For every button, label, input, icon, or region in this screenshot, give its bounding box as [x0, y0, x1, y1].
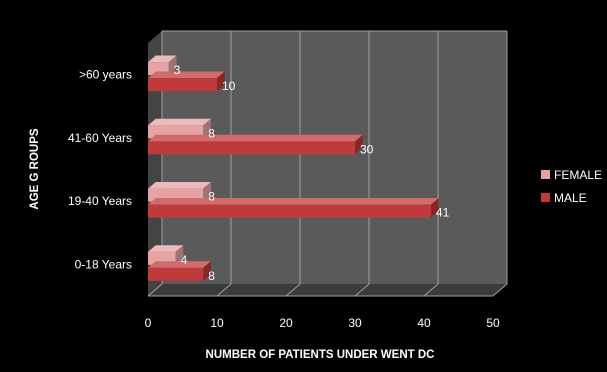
bar-female-top [148, 55, 177, 63]
plot-side-wall [148, 31, 162, 296]
data-label: 41 [436, 206, 450, 220]
floor-gridline [423, 283, 439, 297]
bar-male [148, 141, 355, 155]
legend: FEMALE MALE [541, 168, 602, 205]
y-tick-label: >60 years [79, 68, 132, 82]
bar-female-top [148, 182, 211, 189]
bars [148, 55, 439, 281]
data-label: 4 [181, 253, 188, 267]
bar-male [148, 78, 217, 92]
plot-area [148, 31, 507, 296]
y-axis-title: AGE G ROUPS [29, 128, 41, 209]
legend-label: FEMALE [554, 168, 602, 182]
data-label: 8 [208, 269, 215, 283]
labels: 0 10 20 30 40 50 4 8 0-18 Years 8 41 19-40 Years 8 30… [68, 63, 500, 330]
legend-swatch [541, 170, 550, 179]
data-label: 8 [208, 126, 215, 140]
bar-male-top [148, 71, 225, 79]
bar-female-end [203, 118, 211, 139]
y-tick-label: 19-40 Years [68, 194, 132, 208]
bar-male-end [217, 71, 225, 92]
x-tick-label: 10 [210, 316, 224, 330]
x-tick-label: 0 [145, 316, 152, 330]
gridlines [147, 30, 508, 297]
bar-female-top [148, 118, 211, 126]
floor-gridline [216, 283, 232, 297]
floor-gridline [147, 283, 163, 297]
plot-back-wall [162, 31, 507, 284]
bar-female-end [168, 55, 177, 76]
legend-swatch [541, 193, 550, 202]
x-tick-label: 30 [348, 316, 362, 330]
data-label: 8 [208, 190, 215, 204]
bar-male-end [355, 134, 363, 155]
x-tick-label: 40 [417, 316, 431, 330]
floor-gridline [354, 283, 370, 297]
y-tick-label: 41-60 Years [68, 131, 132, 145]
bar-female-top [148, 245, 184, 252]
bar-male-top [148, 261, 211, 268]
bar-female-end [175, 245, 184, 265]
data-label: 10 [222, 79, 236, 93]
bar-male [148, 267, 204, 281]
bar-male-end [203, 261, 211, 281]
data-label: 30 [360, 142, 374, 156]
bar-male [148, 204, 431, 218]
bar-female-end [203, 182, 211, 202]
x-tick-label: 50 [486, 316, 500, 330]
floor-gridline [492, 283, 508, 297]
data-label: 3 [174, 63, 181, 77]
x-tick-label: 20 [279, 316, 293, 330]
bar-male-end [430, 198, 439, 218]
bar-male-top [148, 134, 363, 142]
y-tick-label: 0-18 Years [75, 257, 132, 271]
floor-gridline [285, 283, 301, 297]
legend-label: MALE [554, 191, 587, 205]
bar-male-top [148, 198, 439, 205]
plot-floor [148, 284, 507, 296]
x-axis-title: NUMBER OF PATIENTS UNDER WENT DC [206, 349, 435, 361]
